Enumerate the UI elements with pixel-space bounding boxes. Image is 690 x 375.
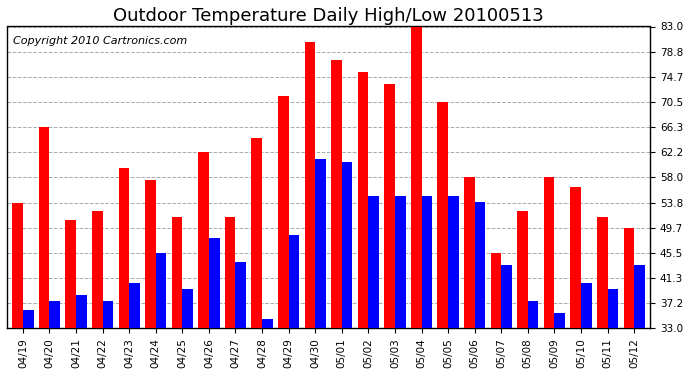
Bar xyxy=(554,314,565,328)
Bar xyxy=(464,177,475,328)
Bar xyxy=(39,128,50,328)
Bar xyxy=(278,96,288,328)
Text: Copyright 2010 Cartronics.com: Copyright 2010 Cartronics.com xyxy=(13,36,188,45)
Bar xyxy=(103,301,113,328)
Bar xyxy=(624,228,634,328)
Bar xyxy=(92,211,103,328)
Bar xyxy=(23,310,34,328)
Bar xyxy=(50,301,60,328)
Bar xyxy=(315,159,326,328)
Bar xyxy=(357,72,368,328)
Bar xyxy=(518,211,528,328)
Bar xyxy=(182,289,193,328)
Bar xyxy=(597,217,608,328)
Bar xyxy=(12,203,23,328)
Bar xyxy=(342,162,353,328)
Bar xyxy=(235,262,246,328)
Bar xyxy=(384,84,395,328)
Bar xyxy=(331,60,342,328)
Bar xyxy=(251,138,262,328)
Bar xyxy=(66,220,76,328)
Bar xyxy=(608,289,618,328)
Bar xyxy=(528,301,538,328)
Bar xyxy=(172,217,182,328)
Bar xyxy=(581,283,591,328)
Bar xyxy=(225,217,235,328)
Bar xyxy=(304,42,315,328)
Bar xyxy=(437,102,448,328)
Bar xyxy=(634,265,644,328)
Bar xyxy=(368,196,379,328)
Title: Outdoor Temperature Daily High/Low 20100513: Outdoor Temperature Daily High/Low 20100… xyxy=(113,7,544,25)
Bar xyxy=(395,196,406,328)
Bar xyxy=(571,186,581,328)
Bar xyxy=(198,152,209,328)
Bar xyxy=(501,265,512,328)
Bar xyxy=(491,253,501,328)
Bar xyxy=(145,180,156,328)
Bar xyxy=(209,238,219,328)
Bar xyxy=(544,177,554,328)
Bar xyxy=(448,196,459,328)
Bar xyxy=(129,283,140,328)
Bar xyxy=(475,202,485,328)
Bar xyxy=(119,168,129,328)
Bar xyxy=(156,253,166,328)
Bar xyxy=(411,27,422,328)
Bar xyxy=(288,235,299,328)
Bar xyxy=(262,320,273,328)
Bar xyxy=(422,196,432,328)
Bar xyxy=(76,295,87,328)
